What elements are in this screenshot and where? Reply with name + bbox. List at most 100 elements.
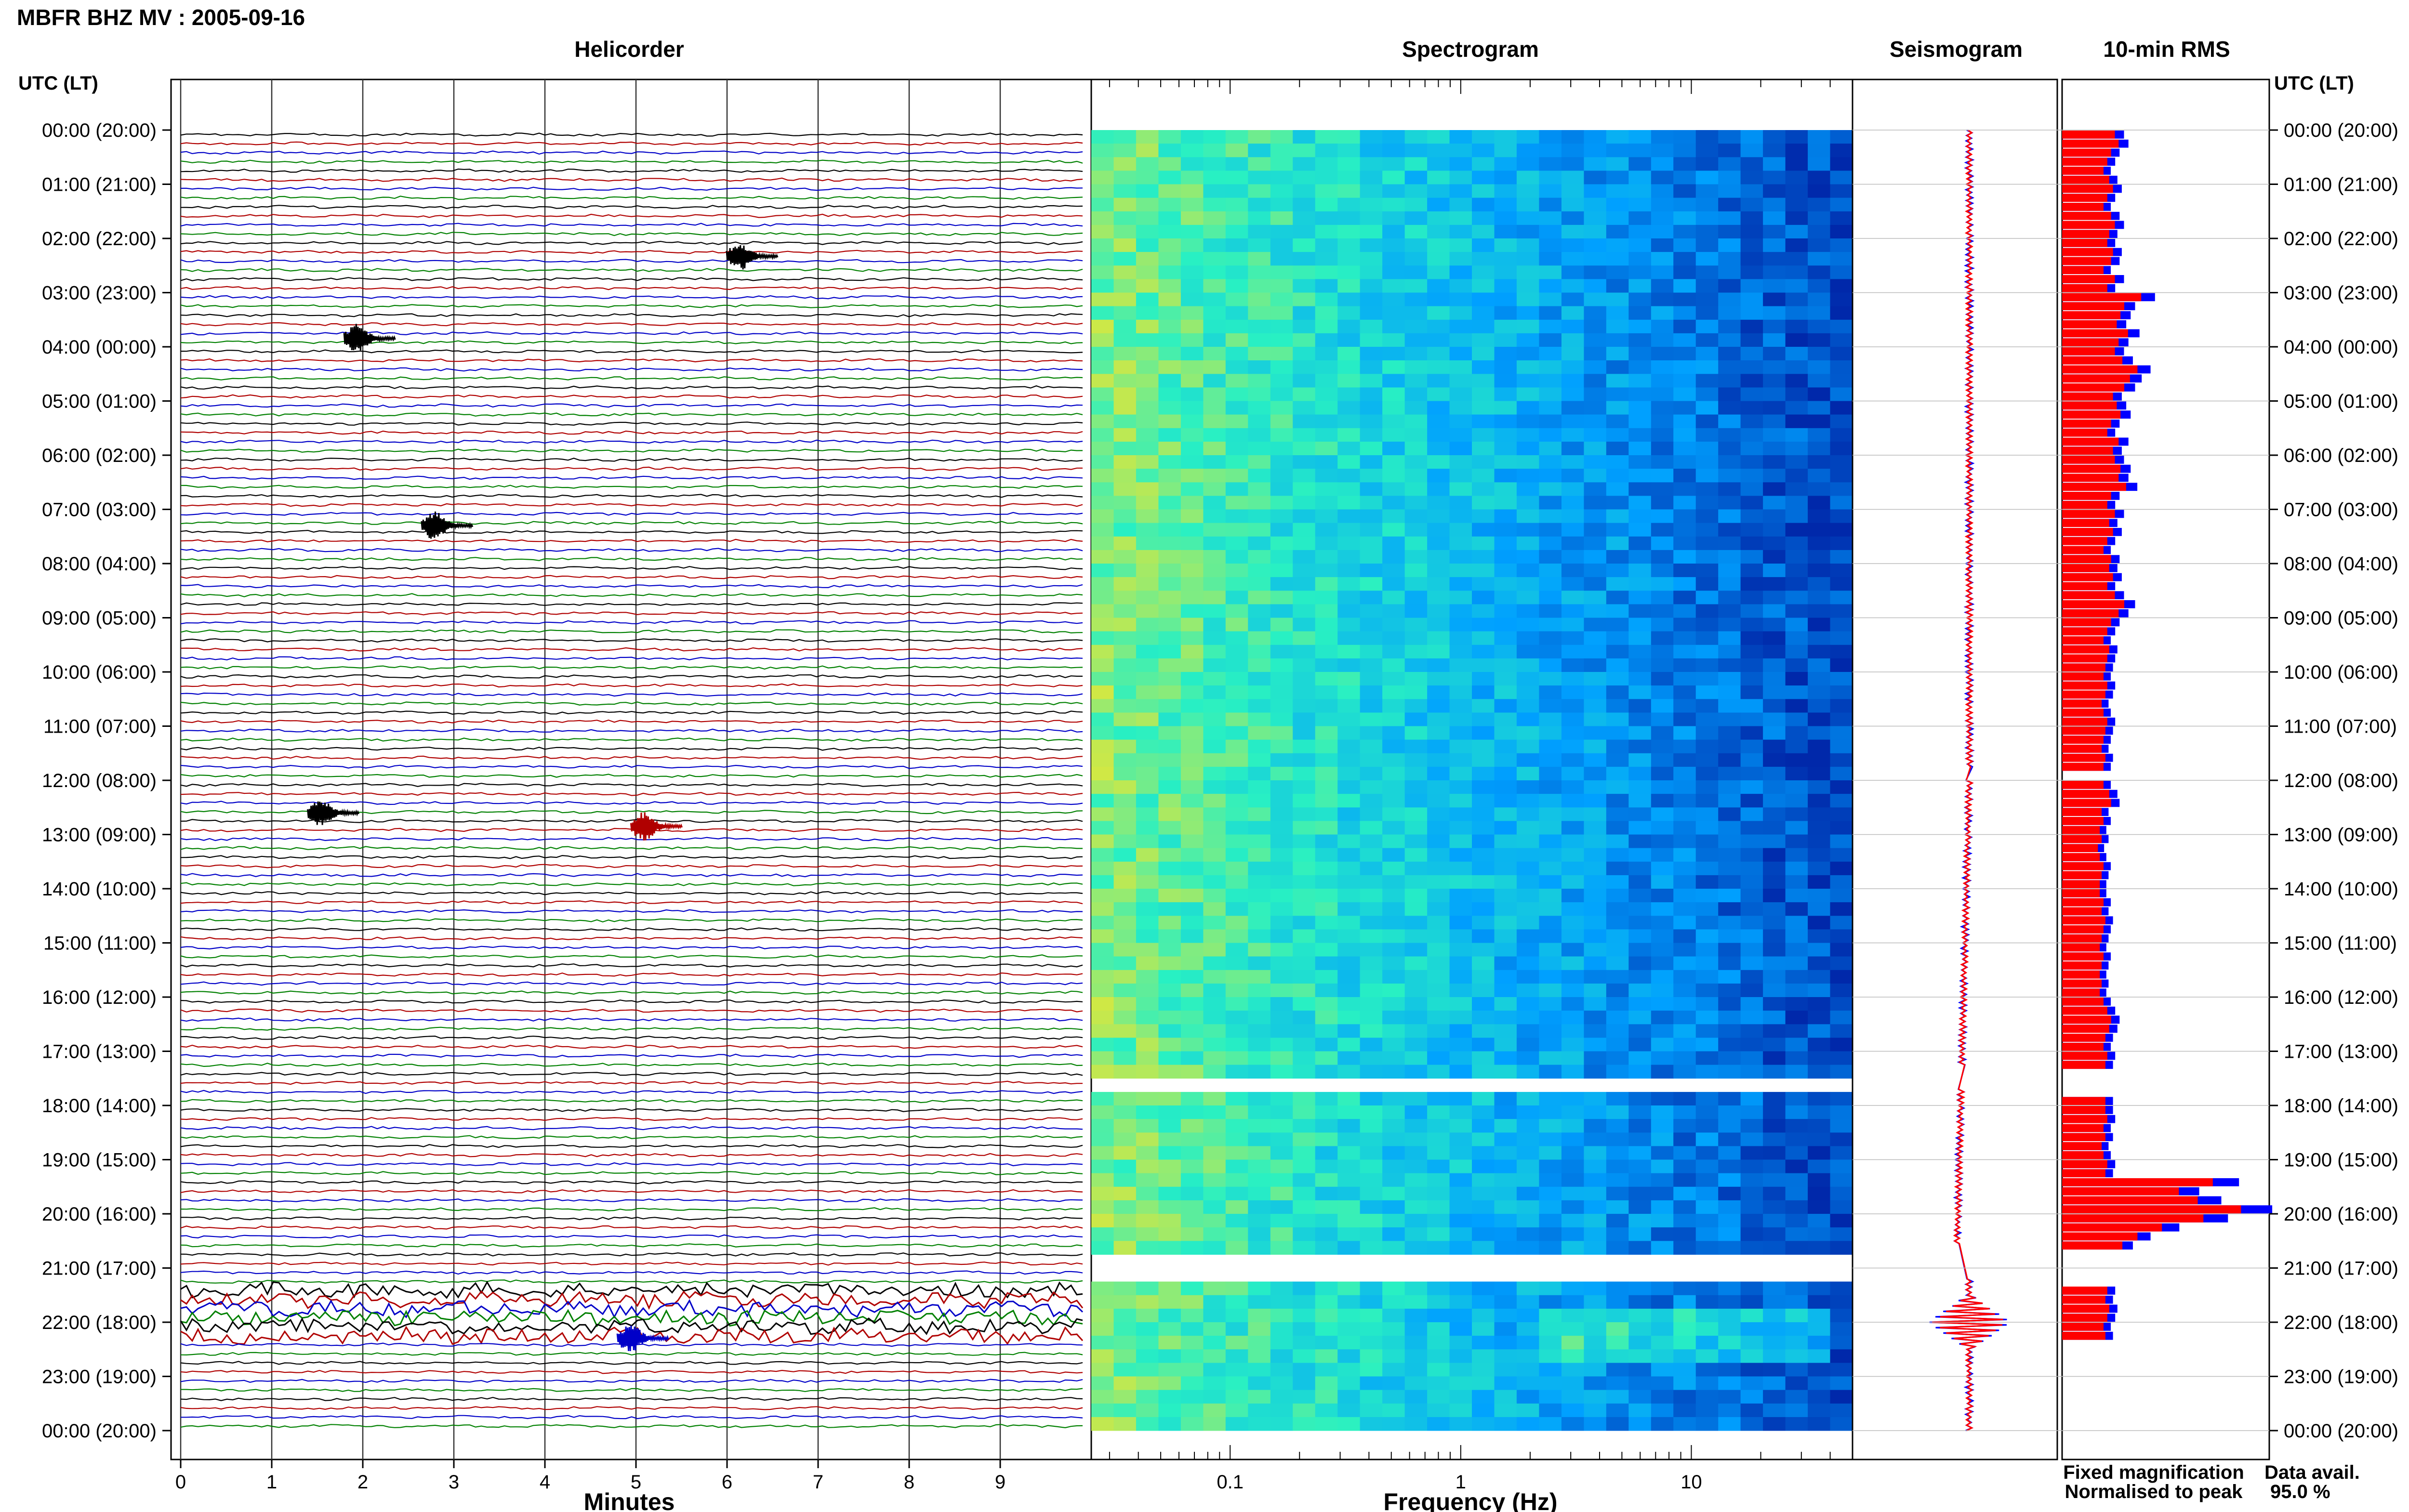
spectrogram-cell <box>1808 1322 1831 1336</box>
spectrogram-cell <box>1695 848 1719 862</box>
spectrogram-cell <box>1404 916 1428 930</box>
spectrogram-cell <box>1360 197 1383 212</box>
spectrogram-cell <box>1091 171 1114 184</box>
spectrogram-cell <box>1539 428 1562 442</box>
spectrogram-cell <box>1382 1011 1405 1025</box>
spectrogram-cell <box>1248 916 1271 930</box>
spectrogram-cell <box>1516 265 1539 279</box>
spectrogram-cell <box>1404 1119 1428 1133</box>
spectrogram-cell <box>1225 1376 1248 1391</box>
spectrogram-cell <box>1472 469 1495 483</box>
spectrogram-cell <box>1293 997 1316 1011</box>
spectrogram-cell <box>1382 292 1405 307</box>
time-axis-label-left: UTC (LT) <box>18 73 98 94</box>
spectrogram-cell <box>1472 644 1495 659</box>
spectrogram-cell <box>1695 821 1719 835</box>
spectrogram-cell <box>1830 821 1853 835</box>
spectrogram-cell <box>1494 292 1517 307</box>
spectrogram-cell <box>1136 184 1159 198</box>
spectrogram-cell <box>1561 157 1584 171</box>
spectrogram-cell <box>1472 577 1495 591</box>
spectrogram-cell <box>1539 211 1562 225</box>
spectrogram-cell <box>1606 604 1629 618</box>
helicorder-trace-row <box>180 999 1083 1004</box>
spectrogram-cell <box>1337 1105 1361 1119</box>
spectrogram-cell <box>1449 712 1472 726</box>
spectrogram-cell <box>1584 387 1607 401</box>
spectrogram-cell <box>1785 644 1808 659</box>
spectrogram-cell <box>1606 306 1629 320</box>
spectrogram-cell <box>1382 509 1405 524</box>
spectrogram-cell <box>1225 983 1248 998</box>
spectrogram-cell <box>1225 672 1248 686</box>
spectrogram-cell <box>1695 631 1719 645</box>
spectrogram-cell <box>1695 496 1719 510</box>
spectrogram-cell <box>1293 604 1316 618</box>
spectrogram-cell <box>1763 739 1786 754</box>
spectrogram-cell <box>1516 658 1539 672</box>
spectrogram-cell <box>1494 144 1517 158</box>
spectrogram-cell <box>1404 1214 1428 1228</box>
rms-bar-normalised <box>2062 167 2104 175</box>
helicorder-trace-row <box>180 701 1083 706</box>
spectrogram-cell <box>1606 1038 1629 1052</box>
spectrogram-cell <box>1539 753 1562 767</box>
spectrogram-cell <box>1449 1091 1472 1106</box>
spectrogram-cell <box>1113 821 1137 835</box>
spectrogram-cell <box>1180 1038 1204 1052</box>
spectrogram-cell <box>1808 604 1831 618</box>
spectrogram-cell <box>1584 780 1607 794</box>
spectrogram-cell <box>1091 1038 1114 1052</box>
spectrogram-cell <box>1561 875 1584 889</box>
helicorder-trace-row <box>180 972 1083 977</box>
spectrogram-cell <box>1091 658 1114 672</box>
spectrogram-cell <box>1248 252 1271 266</box>
spectrogram-cell <box>1270 956 1293 971</box>
spectrogram-cell <box>1225 1390 1248 1404</box>
spectrogram-cell <box>1740 523 1763 537</box>
spectrogram-cell <box>1337 983 1361 998</box>
spectrogram-cell <box>1606 252 1629 266</box>
spectrogram-cell <box>1763 1119 1786 1133</box>
spectrogram-cell <box>1337 1186 1361 1201</box>
spectrogram-cell <box>1449 577 1472 591</box>
spectrogram-cell <box>1158 1091 1181 1106</box>
spectrogram-cell <box>1203 265 1226 279</box>
spectrogram-cell <box>1225 1363 1248 1377</box>
spectrogram-cell <box>1606 970 1629 984</box>
spectrogram-cell <box>1628 252 1652 266</box>
spectrogram-cell <box>1203 1132 1226 1146</box>
spectrogram-cell <box>1606 509 1629 524</box>
spectrogram-cell <box>1248 970 1271 984</box>
spectrogram-cell <box>1203 766 1226 781</box>
spectrogram-cell <box>1718 1390 1741 1404</box>
spectrogram-cell <box>1561 564 1584 578</box>
spectrogram-cell <box>1180 644 1204 659</box>
spectrogram-cell <box>1180 1024 1204 1038</box>
spectrogram-cell <box>1808 916 1831 930</box>
spectrogram-cell <box>1651 983 1674 998</box>
spectrogram-cell <box>1293 1403 1316 1418</box>
spectrogram-cell <box>1494 482 1517 496</box>
spectrogram-cell <box>1673 1105 1696 1119</box>
spectrogram-cell <box>1203 1200 1226 1214</box>
spectrogram-cell <box>1315 197 1338 212</box>
spectrogram-cell <box>1091 983 1114 998</box>
spectrogram-cell <box>1091 889 1114 903</box>
spectrogram-cell <box>1539 1227 1562 1241</box>
spectrogram-cell <box>1763 1336 1786 1350</box>
spectrogram-cell <box>1248 726 1271 740</box>
spectrogram-cell <box>1270 766 1293 781</box>
helicorder-trace-row <box>180 1080 1083 1085</box>
spectrogram-cell <box>1382 496 1405 510</box>
spectrogram-cell <box>1785 889 1808 903</box>
spectrogram-cell <box>1360 387 1383 401</box>
spectrogram-cell <box>1808 956 1831 971</box>
spectrogram-cell <box>1180 1132 1204 1146</box>
spectrogram-cell <box>1248 658 1271 672</box>
spectrogram-cell <box>1651 401 1674 415</box>
spectrogram-cell <box>1830 644 1853 659</box>
spectrogram-cell <box>1136 1011 1159 1025</box>
spectrogram-cell <box>1785 1132 1808 1146</box>
spectrogram-cell <box>1248 441 1271 456</box>
